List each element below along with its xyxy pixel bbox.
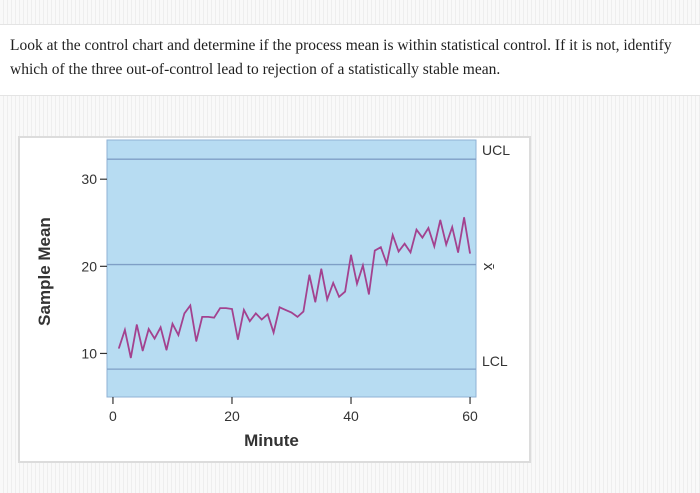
data-point [386,263,388,265]
x-tick-label: 60 [462,408,478,424]
control-line-label-lcl: LCL [482,353,508,369]
data-point [308,274,310,276]
x-tick-label: 20 [224,408,240,424]
data-point [219,307,221,309]
data-point [159,326,162,328]
data-point [463,216,465,219]
data-point [118,347,120,349]
data-point [130,357,132,359]
series-line-0 [118,217,471,358]
data-point [356,283,358,285]
data-point [142,350,144,352]
data-point [338,296,340,298]
data-point [148,328,150,330]
data-point [225,307,227,309]
data-point [237,338,239,341]
control-line-label-center: x̄ [480,263,497,271]
y-tick-label: 30 [81,171,97,187]
data-point [278,306,281,308]
data-point [326,298,328,301]
x-axis-title: Minute [244,431,299,450]
data-point [177,334,180,336]
data-point [255,312,257,314]
data-point [273,331,275,334]
data-point [165,349,168,351]
data-point [195,340,197,342]
data-point [213,317,215,319]
data-point [189,304,191,307]
data-point [433,245,435,247]
control-chart: UCL x̄ LCL 10 20 30 0 20 40 60 Minute Sample Mean [35,139,510,450]
data-point [154,338,156,340]
data-point [451,226,453,228]
data-point [427,227,429,229]
data-point [249,320,251,322]
data-point [415,229,418,231]
data-point [421,236,424,239]
data-point [380,246,382,248]
control-line-label-ucl: UCL [482,142,510,158]
data-point [243,309,245,311]
data-point [332,282,334,284]
data-point [398,250,400,253]
y-tick-label: 10 [81,345,97,361]
data-point [392,234,394,236]
control-chart-card: UCL x̄ LCL 10 20 30 0 20 40 60 Minute Sample Mean [18,136,531,463]
y-axis-title: Sample Mean [35,217,54,326]
y-tick-label: 20 [81,258,97,274]
data-point [469,252,471,254]
data-point [344,290,346,293]
data-point [368,293,370,295]
data-point [290,311,293,314]
data-point [403,243,406,245]
data-point [183,312,185,314]
x-tick-label: 0 [109,408,117,424]
data-point [267,313,269,315]
data-point [201,316,203,318]
data-point [207,316,209,318]
question-text: Look at the control chart and determine … [10,37,672,78]
plot-area [106,139,477,398]
question-panel: Look at the control chart and determine … [0,24,700,96]
data-point [320,268,322,270]
data-point [350,254,352,256]
data-point [136,324,138,326]
data-point [302,311,305,313]
data-point [231,308,233,310]
data-point [314,301,316,303]
data-point [171,323,174,325]
data-point [457,251,459,253]
data-point [439,219,441,221]
data-point [296,316,299,318]
data-point [374,250,376,252]
x-tick-label: 40 [343,408,359,424]
data-point [445,243,447,246]
data-point [261,318,263,321]
data-point [409,251,412,253]
data-point [362,264,364,267]
data-point [124,329,126,331]
data-point [284,309,287,311]
